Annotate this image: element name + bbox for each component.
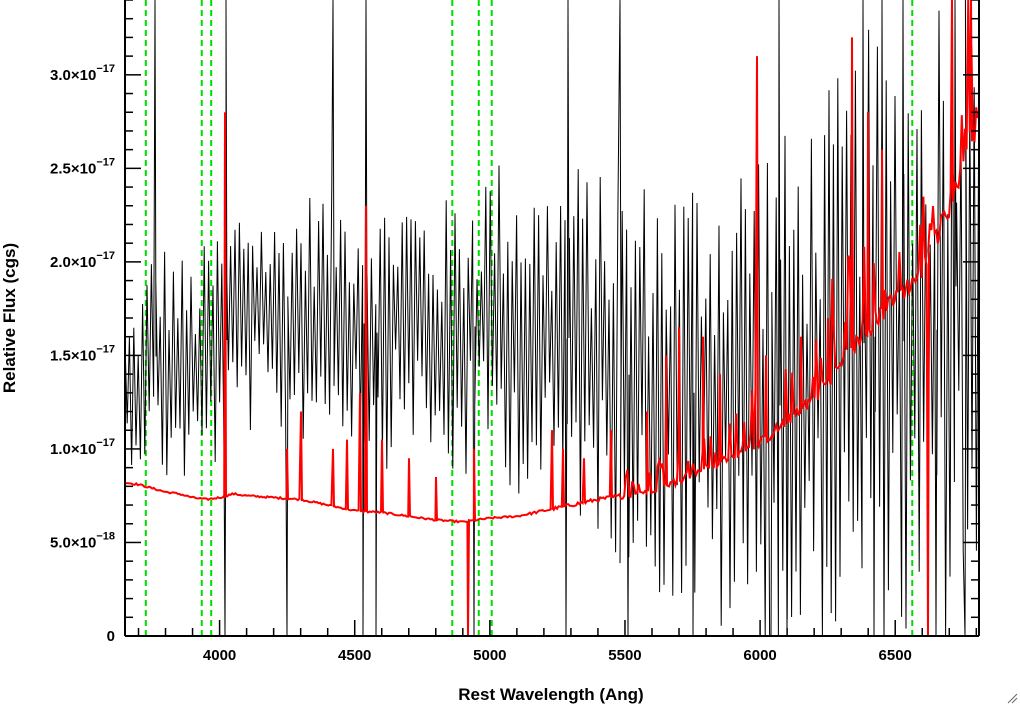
series-group xyxy=(124,0,980,637)
tick-labels: 4000 4500 5000 5500 6000 6500 0 5.0×10−18 1.0×10… xyxy=(50,63,912,664)
reference-lines xyxy=(144,0,914,636)
y-tick-label: 5.0×10−18 xyxy=(50,530,115,551)
x-tick-label: 6000 xyxy=(743,647,776,664)
y-tick-label: 0 xyxy=(107,628,115,645)
x-tick-label: 6500 xyxy=(879,647,912,664)
x-tick-label: 5500 xyxy=(608,647,641,664)
y-tick-label: 2.0×10−17 xyxy=(50,250,115,271)
y-tick-label: 1.5×10−17 xyxy=(50,343,115,364)
x-tick-label: 4000 xyxy=(203,647,236,664)
x-tick-label: 5000 xyxy=(473,647,506,664)
series-line-0 xyxy=(124,0,980,637)
axes xyxy=(124,0,980,637)
y-tick-label: 2.5×10−17 xyxy=(50,156,115,177)
series-line-1 xyxy=(124,0,979,637)
resize-grip-icon[interactable] xyxy=(1006,692,1018,704)
x-axis-title: Rest Wavelength (Ang) xyxy=(458,685,643,704)
y-axis-title: Relative Flux (cgs) xyxy=(0,243,19,393)
y-tick-label: 3.0×10−17 xyxy=(50,63,115,84)
x-tick-label: 4500 xyxy=(338,647,371,664)
y-tick-label: 1.0×10−17 xyxy=(50,437,115,458)
